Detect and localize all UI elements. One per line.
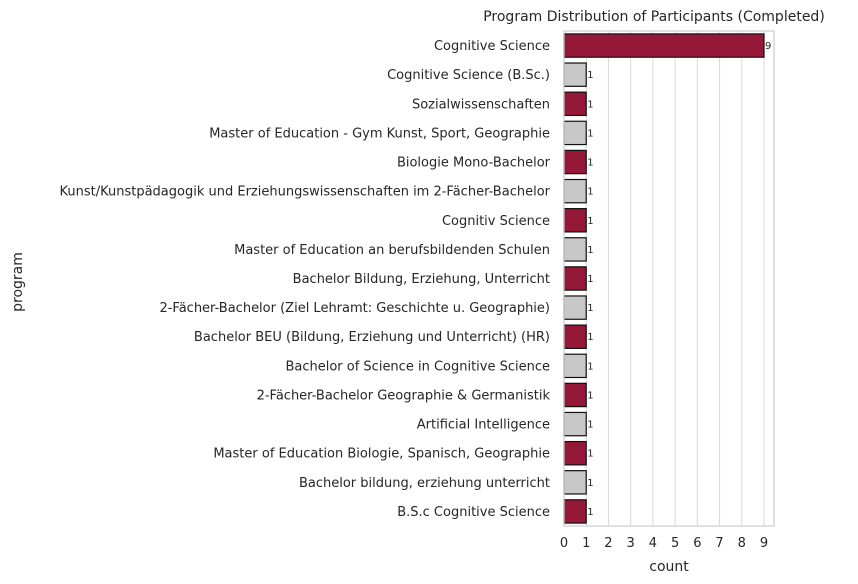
data-label: 1: [587, 70, 593, 81]
category-label: Kunst/Kunstpädagogik und Erziehungswisse…: [60, 185, 551, 200]
category-label: Master of Education an berufsbildenden S…: [234, 243, 550, 258]
category-label: 2-Fächer-Bachelor (Ziel Lehramt: Geschic…: [159, 301, 550, 316]
frame-layer: [563, 30, 775, 527]
data-label: 1: [587, 332, 593, 343]
grid-layer: [563, 31, 765, 526]
data-label: 1: [587, 187, 593, 198]
bar: [563, 499, 587, 524]
category-label: B.S.c Cognitive Science: [397, 505, 550, 520]
category-label: Bachelor BEU (Bildung, Erziehung und Unt…: [194, 330, 550, 345]
bar-layer: [563, 33, 765, 524]
data-label: 1: [587, 420, 593, 431]
x-tick-label: 8: [738, 536, 746, 551]
data-label: 1: [587, 361, 593, 372]
bar: [563, 33, 765, 58]
data-label: 1: [587, 245, 593, 256]
data-label: 1: [587, 449, 593, 460]
bar: [563, 178, 587, 204]
x-tick-label: 3: [627, 536, 635, 551]
category-label: Bachelor bildung, erziehung unterricht: [299, 476, 550, 491]
data-label: 1: [587, 216, 593, 227]
category-label: 2-Fächer-Bachelor Geographie & Germanist…: [257, 388, 551, 403]
bar: [563, 237, 587, 262]
bar: [563, 266, 587, 291]
x-tick-label: 0: [560, 536, 568, 551]
data-label: 1: [587, 128, 593, 139]
category-label: Cognitive Science: [434, 39, 550, 54]
bar: [563, 382, 587, 408]
data-label: 1: [587, 274, 593, 285]
x-tick-label: 4: [649, 536, 657, 551]
x-tick-label: 9: [760, 536, 768, 551]
category-label: Master of Education Biologie, Spanisch, …: [213, 447, 550, 462]
x-tick-label: 7: [715, 536, 723, 551]
bar: [563, 324, 587, 349]
bar: [563, 353, 587, 379]
bar: [563, 208, 587, 233]
data-label: 1: [587, 303, 593, 314]
plot-frame: [563, 30, 775, 527]
bar: [563, 120, 587, 146]
bar: [563, 91, 587, 117]
data-label: 1: [587, 158, 593, 169]
x-tick-label: 2: [604, 536, 612, 551]
data-label: 1: [587, 478, 593, 489]
category-label: Bachelor Bildung, Erziehung, Unterricht: [293, 272, 550, 287]
bar: [563, 149, 587, 175]
x-tick-label: 6: [693, 536, 701, 551]
category-label: Cognitive Science (B.Sc.): [387, 68, 550, 83]
data-label: 1: [587, 99, 593, 110]
data-label: 1: [587, 507, 593, 518]
chart-title: Program Distribution of Participants (Co…: [483, 9, 825, 25]
x-tick-label: 5: [671, 536, 679, 551]
category-label: Cognitiv Science: [442, 214, 550, 229]
category-label: Biologie Mono-Bachelor: [397, 156, 551, 171]
bar: [563, 470, 587, 495]
category-label: Master of Education - Gym Kunst, Sport, …: [209, 126, 550, 141]
bar: [563, 411, 587, 437]
bar: [563, 440, 587, 466]
category-label: Bachelor of Science in Cognitive Science: [285, 359, 550, 374]
data-label: 1: [587, 390, 593, 401]
x-tick-label: 1: [582, 536, 590, 551]
data-label: 9: [765, 41, 771, 52]
bar: [563, 295, 587, 320]
category-label: Sozialwissenschaften: [412, 97, 550, 112]
x-axis-label: count: [649, 559, 689, 575]
bar: [563, 62, 587, 87]
y-axis-label: program: [10, 252, 26, 312]
category-label: Artificial Intelligence: [417, 418, 550, 433]
